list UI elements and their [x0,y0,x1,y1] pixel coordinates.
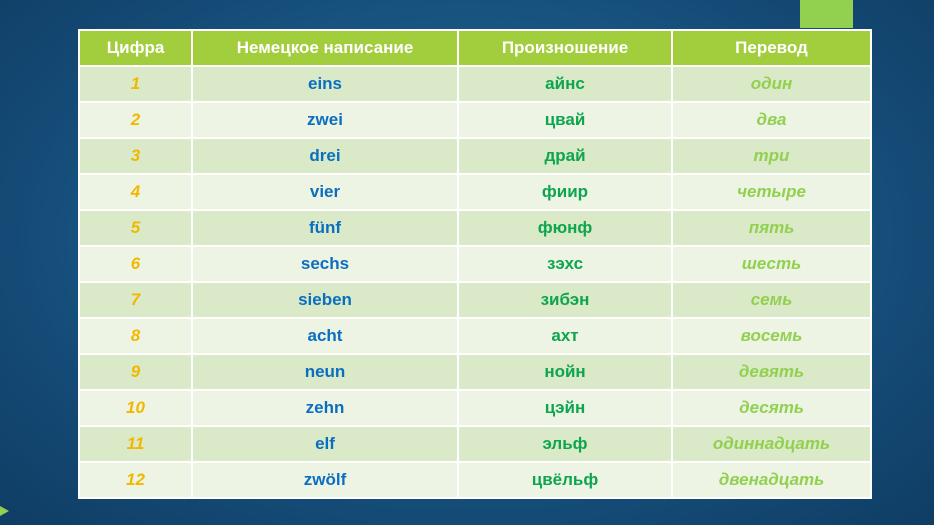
cell-german: sieben [191,281,459,319]
cell-translation: двенадцать [671,461,872,499]
slide-arrow-icon [0,506,9,516]
cell-translation: восемь [671,317,872,355]
cell-translation: четыре [671,173,872,211]
table-row: 5 fünf фюнф пять [78,209,872,247]
cell-pronunciation: нойн [457,353,673,391]
header-german-spelling: Немецкое написание [191,29,459,67]
header-digit: Цифра [78,29,193,67]
cell-digit: 1 [78,65,193,103]
cell-german: zwölf [191,461,459,499]
cell-pronunciation: айнс [457,65,673,103]
cell-pronunciation: цвай [457,101,673,139]
cell-german: zehn [191,389,459,427]
cell-pronunciation: цэйн [457,389,673,427]
table-row: 4 vier фиир четыре [78,173,872,211]
table-row: 6 sechs зэхс шесть [78,245,872,283]
cell-german: fünf [191,209,459,247]
cell-digit: 3 [78,137,193,175]
cell-german: elf [191,425,459,463]
cell-digit: 4 [78,173,193,211]
cell-pronunciation: фиир [457,173,673,211]
cell-pronunciation: драй [457,137,673,175]
cell-digit: 11 [78,425,193,463]
cell-german: zwei [191,101,459,139]
cell-digit: 10 [78,389,193,427]
cell-digit: 9 [78,353,193,391]
header-translation: Перевод [671,29,872,67]
cell-pronunciation: ахт [457,317,673,355]
cell-german: eins [191,65,459,103]
table-row: 10 zehn цэйн десять [78,389,872,427]
table-row: 8 acht ахт восемь [78,317,872,355]
cell-translation: два [671,101,872,139]
cell-german: neun [191,353,459,391]
cell-digit: 5 [78,209,193,247]
cell-german: drei [191,137,459,175]
cell-translation: одиннадцать [671,425,872,463]
table-row: 1 eins айнс один [78,65,872,103]
table-row: 7 sieben зибэн семь [78,281,872,319]
corner-accent-block [800,0,853,28]
cell-digit: 12 [78,461,193,499]
cell-german: acht [191,317,459,355]
cell-pronunciation: зибэн [457,281,673,319]
table-row: 12 zwölf цвёльф двенадцать [78,461,872,499]
cell-german: sechs [191,245,459,283]
cell-digit: 2 [78,101,193,139]
cell-translation: девять [671,353,872,391]
table-row: 3 drei драй три [78,137,872,175]
header-pronunciation: Произношение [457,29,673,67]
cell-digit: 7 [78,281,193,319]
cell-translation: три [671,137,872,175]
cell-translation: семь [671,281,872,319]
cell-pronunciation: фюнф [457,209,673,247]
cell-translation: шесть [671,245,872,283]
cell-translation: десять [671,389,872,427]
numbers-table: Цифра Немецкое написание Произношение Пе… [78,29,872,499]
table-row: 9 neun нойн девять [78,353,872,391]
cell-pronunciation: цвёльф [457,461,673,499]
cell-digit: 8 [78,317,193,355]
cell-translation: один [671,65,872,103]
table-row: 11 elf эльф одиннадцать [78,425,872,463]
cell-pronunciation: эльф [457,425,673,463]
cell-pronunciation: зэхс [457,245,673,283]
table-row: 2 zwei цвай два [78,101,872,139]
cell-digit: 6 [78,245,193,283]
cell-german: vier [191,173,459,211]
cell-translation: пять [671,209,872,247]
header-row: Цифра Немецкое написание Произношение Пе… [78,29,872,67]
